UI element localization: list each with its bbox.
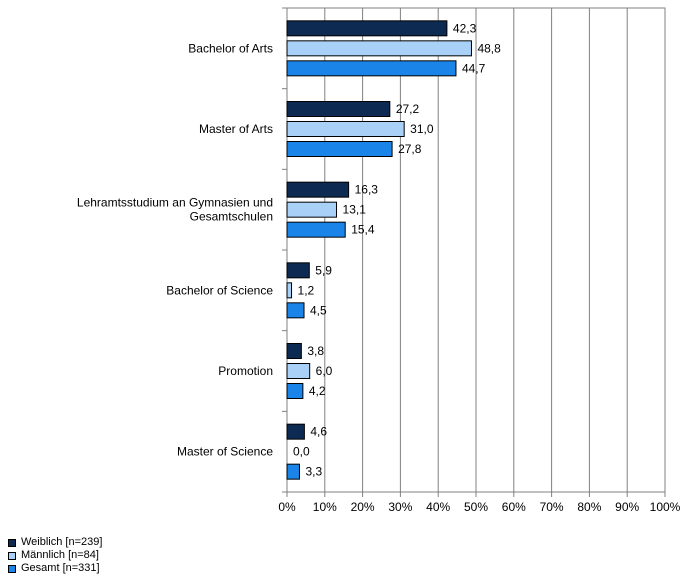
data-label: 3,8 (307, 344, 324, 358)
category-label: Lehramtsstudium an Gymnasien und (77, 196, 273, 210)
data-label: 4,6 (310, 425, 327, 439)
data-label: 27,8 (398, 142, 422, 156)
legend-item-gesamt: Gesamt [n=331] (8, 562, 102, 575)
bar (286, 463, 300, 480)
tick-label-x: 60% (502, 500, 526, 514)
legend-item-maennlich: Männlich [n=84] (8, 549, 102, 562)
tick-label-x: 50% (464, 500, 488, 514)
tick-label-x: 40% (426, 500, 450, 514)
legend-swatch-maennlich (8, 551, 16, 560)
category-label: Promotion (218, 364, 273, 378)
tick-label-x: 30% (388, 500, 412, 514)
tick-label-x: 100% (650, 500, 681, 514)
bar (286, 201, 338, 218)
data-label: 42,3 (453, 21, 477, 35)
data-label: 16,3 (355, 183, 379, 197)
bar (286, 60, 457, 77)
bar (286, 101, 391, 117)
legend-swatch-gesamt (8, 564, 16, 573)
data-label: 3,3 (305, 465, 322, 479)
bar (286, 302, 305, 319)
tick-label-x: 0% (278, 500, 296, 514)
data-label: 0,0 (293, 445, 310, 459)
bar-chart: 0% 10% 20% 30% 40% 50% 60% 70% 80% 90% 100% Bachelo… (77, 7, 681, 514)
data-label: 31,0 (410, 122, 434, 136)
data-label: 44,7 (462, 61, 486, 75)
tick-label-x: 90% (615, 500, 639, 514)
legend-item-weiblich: Weiblich [n=239] (8, 536, 102, 549)
bar (286, 40, 472, 57)
data-label: 13,1 (343, 203, 367, 217)
legend-swatch-weiblich (8, 538, 16, 547)
bar (286, 20, 448, 37)
category-label: Master of Science (177, 445, 273, 459)
tick-label-x: 10% (313, 500, 337, 514)
tick-label-x: 70% (540, 500, 564, 514)
bar (286, 282, 293, 299)
data-label: 27,2 (396, 102, 420, 116)
bar (286, 221, 346, 238)
bar (286, 343, 302, 359)
bar (286, 383, 304, 399)
category-label: Bachelor of Arts (188, 41, 273, 55)
bar (286, 262, 310, 279)
legend-label-gesamt: Gesamt [n=331] (21, 562, 100, 574)
legend-label-weiblich: Weiblich [n=239] (21, 536, 103, 548)
category-label: Master of Arts (199, 122, 273, 136)
data-label: 6,0 (316, 364, 333, 378)
data-label: 4,5 (310, 303, 327, 317)
tick-label-x: 80% (577, 500, 601, 514)
data-label: 48,8 (477, 41, 501, 55)
data-label: 1,2 (298, 283, 315, 297)
legend: Weiblich [n=239] Männlich [n=84] Gesamt … (8, 536, 102, 575)
data-label: 5,9 (315, 263, 332, 277)
bar (286, 181, 350, 198)
bar (286, 363, 311, 379)
bar (286, 423, 305, 440)
category-label: Bachelor of Science (166, 283, 273, 297)
data-label: 15,4 (351, 223, 375, 237)
tick-label-x: 20% (351, 500, 375, 514)
data-label: 4,2 (309, 384, 326, 398)
legend-label-maennlich: Männlich [n=84] (21, 549, 99, 561)
bar (286, 141, 393, 157)
category-label: Gesamtschulen (190, 210, 273, 224)
bar (286, 121, 405, 137)
